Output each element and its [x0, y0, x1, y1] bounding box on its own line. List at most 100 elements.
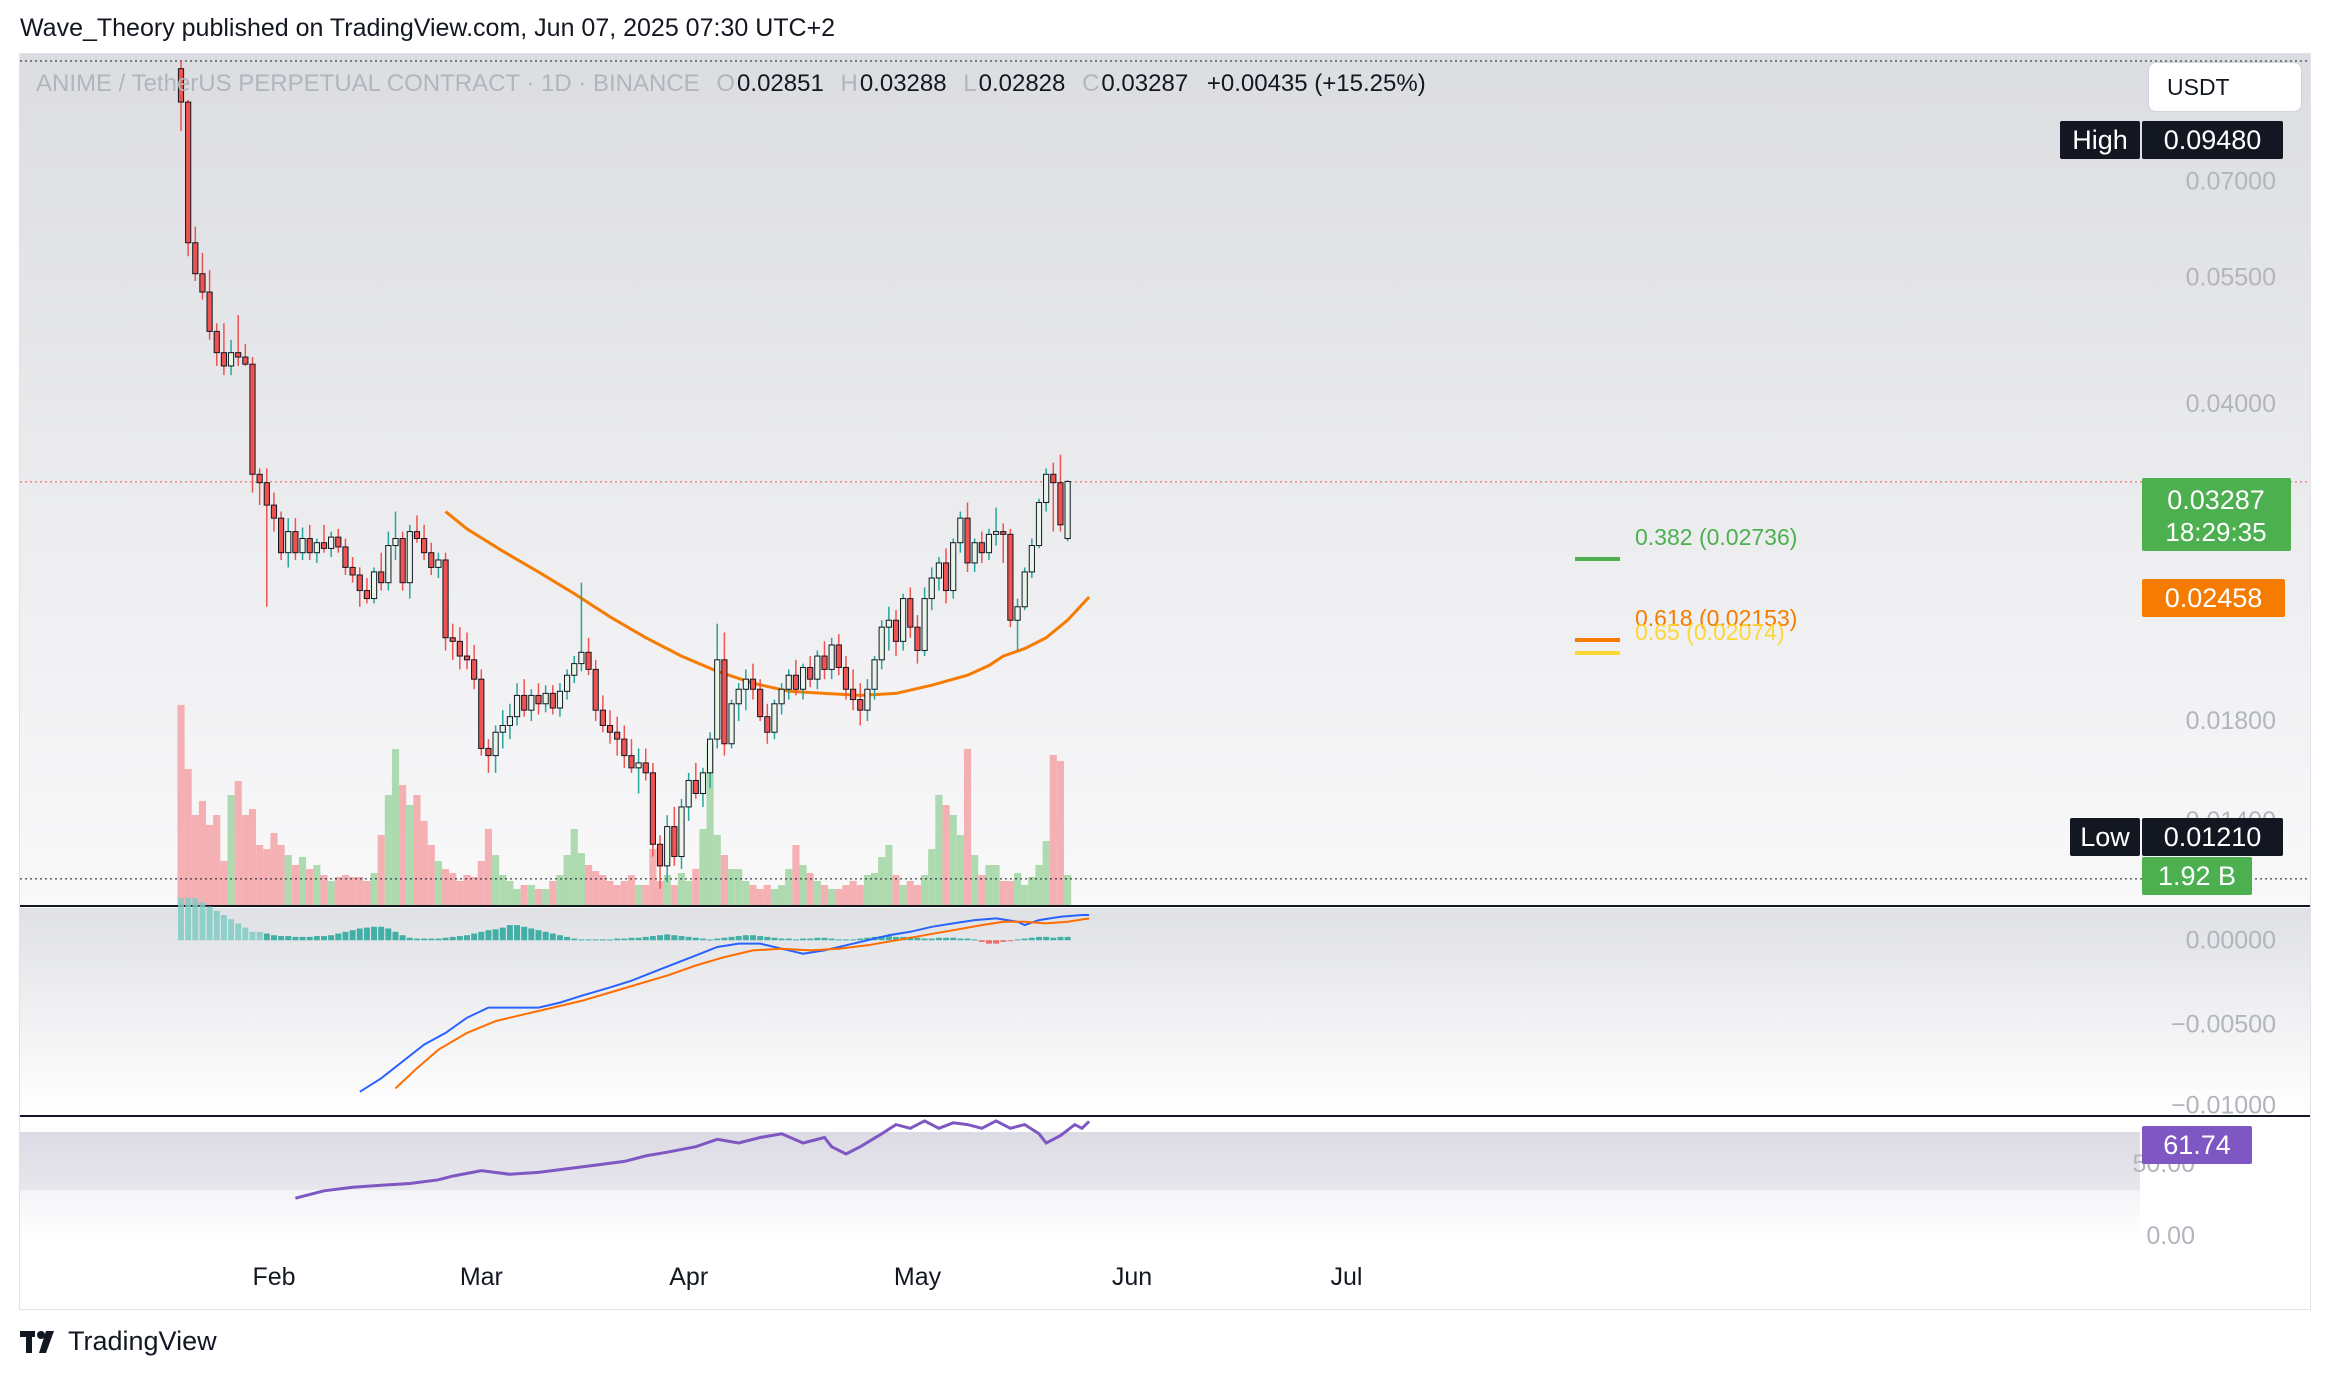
symbol-title[interactable]: ANIME / TetherUS PERPETUAL CONTRACT · 1D… [36, 70, 700, 97]
candle [885, 606, 892, 651]
low-value: 0.02828 [978, 70, 1066, 97]
volume-bar [427, 845, 435, 905]
volume-bar [356, 877, 364, 905]
last-price-text: 0.03287 [2167, 485, 2265, 515]
candle-body [413, 531, 421, 540]
candle [864, 679, 871, 722]
macd-histogram-bar [213, 910, 220, 941]
high-value: 0.03288 [859, 70, 947, 97]
macd-histogram-bar [270, 935, 277, 941]
candle-body [714, 659, 721, 740]
rsi-band [20, 1132, 2140, 1190]
volume-bar [241, 815, 249, 905]
volume-bar [806, 873, 814, 905]
candle-body [699, 772, 707, 794]
volume-bar [513, 889, 521, 905]
candle [278, 511, 285, 560]
symbol-header: ANIME / TetherUS PERPETUAL CONTRACT · 1D… [36, 70, 1426, 98]
macd-histogram-bar [864, 937, 871, 941]
volume-bar [735, 869, 743, 905]
candle [313, 538, 320, 563]
volume-bar [899, 885, 907, 905]
candle [1021, 567, 1028, 611]
main-pane-background [20, 54, 2310, 906]
candle [692, 762, 699, 799]
candle [671, 806, 678, 866]
macd-histogram-bar [471, 933, 478, 941]
volume-bar [406, 805, 414, 905]
candle [349, 557, 356, 583]
volume-bar [1021, 885, 1029, 905]
candle-body [799, 666, 807, 690]
macd-histogram-bar [292, 936, 299, 941]
candle [678, 798, 685, 870]
candle-body [556, 690, 564, 709]
volume-bar [742, 881, 750, 905]
rsi-value-tag-box [2142, 1126, 2252, 1164]
macd-histogram-bar [707, 939, 714, 941]
volume-bar [670, 885, 678, 905]
rsi-value-tag: 61.74 [2142, 1126, 2252, 1164]
currency-button[interactable]: USDT [2148, 62, 2302, 112]
candle [192, 226, 199, 281]
candle [742, 669, 749, 711]
footer-brand[interactable]: TradingView [20, 1326, 217, 1357]
volume-value-tag-box [2142, 857, 2252, 895]
macd-histogram-bar [178, 898, 184, 941]
fib-382-label: 0.382 (0.02736) [1635, 524, 1797, 550]
candle [177, 61, 185, 131]
volume-value-tag: 1.92 B [2142, 857, 2252, 895]
volume-bar [520, 885, 528, 905]
low-tag-box [2070, 818, 2140, 856]
candle [463, 632, 471, 670]
candle-body [993, 531, 1000, 535]
candle [1035, 498, 1043, 549]
ema-value-tag-text: 0.02458 [2165, 583, 2263, 613]
macd-histogram-bar [521, 926, 528, 941]
candle-body [378, 571, 385, 584]
candle-body [1014, 606, 1021, 621]
volume-bar [527, 885, 535, 905]
candle-body [935, 562, 942, 579]
macd-histogram-bar [692, 937, 699, 941]
candle-body [549, 692, 556, 709]
candle-body [349, 566, 356, 576]
candle [1043, 468, 1050, 512]
candle-body [213, 330, 220, 354]
volume-bar [635, 885, 643, 905]
candle-body [735, 688, 742, 705]
macd-histogram-bar [592, 939, 599, 941]
macd-histogram-bar [635, 937, 642, 941]
candle-body [578, 651, 585, 665]
volume-bar [298, 857, 307, 905]
rsi-lower-zone [20, 1190, 2140, 1240]
macd-histogram-bar [807, 938, 814, 941]
candle-body [306, 538, 313, 554]
macd-histogram-bar [928, 938, 935, 941]
close-value: 0.03287 [1101, 70, 1189, 97]
price-axis-tick: 0.05500 [2186, 263, 2276, 291]
candle [449, 623, 456, 660]
candle [935, 557, 942, 591]
volume-bar [1049, 755, 1057, 905]
candle-body [256, 473, 263, 484]
macd-pane-background [20, 908, 2310, 1115]
candle-body [871, 659, 878, 690]
candle [871, 656, 878, 700]
high-tag-text: High [2072, 125, 2128, 155]
volume-bar [399, 785, 407, 905]
ema-line [444, 510, 1091, 697]
candle-body [471, 659, 478, 680]
publisher-line: Wave_Theory published on TradingView.com… [20, 14, 836, 42]
candle [306, 524, 313, 560]
macd-histogram-bar [578, 939, 585, 941]
volume-bar [256, 845, 264, 905]
volume-bar [556, 875, 564, 905]
candle-body [485, 747, 492, 757]
change-value: +0.00435 (+15.25%) [1206, 70, 1426, 97]
candle-body [235, 352, 242, 358]
candle-body [821, 655, 828, 670]
candle [1050, 462, 1057, 532]
tradingview-logo-icon [20, 1330, 54, 1353]
